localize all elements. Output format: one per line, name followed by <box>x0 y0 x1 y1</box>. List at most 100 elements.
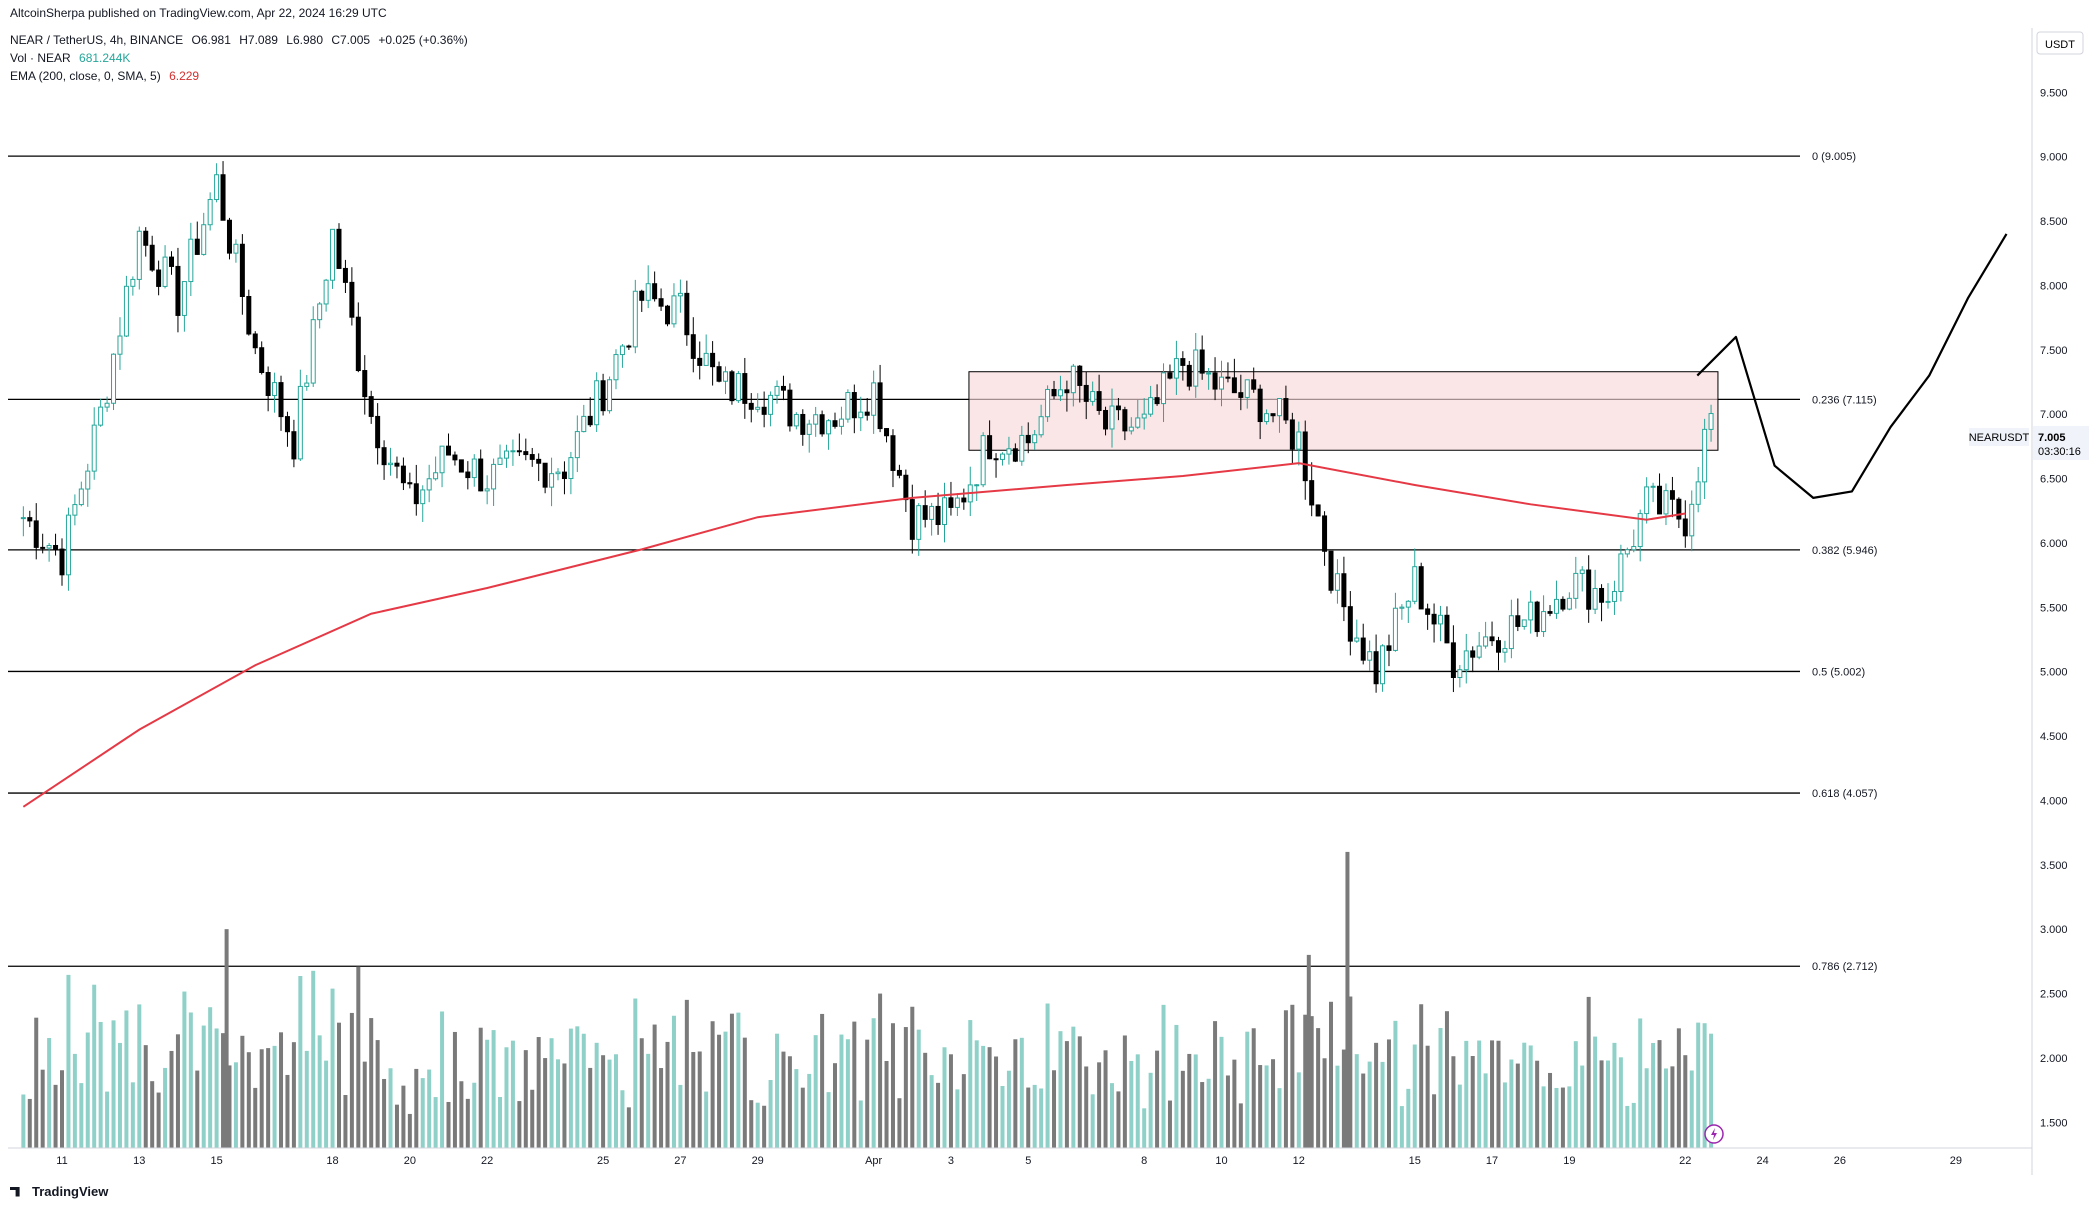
candle-down <box>1444 614 1450 644</box>
volume-bar <box>665 1041 670 1148</box>
candle-down <box>394 462 400 467</box>
candle-up <box>1463 650 1469 671</box>
candle-down <box>1154 397 1160 405</box>
volume-bar <box>272 1045 277 1148</box>
candle-up <box>91 424 97 472</box>
tradingview-logo-icon <box>10 1186 20 1197</box>
volume-bar <box>1444 1011 1449 1148</box>
volume-bar <box>362 1061 367 1148</box>
volume-bar <box>948 1054 953 1148</box>
candle-down <box>1025 434 1031 444</box>
volume-bar <box>1180 1070 1185 1148</box>
candle-up <box>735 373 741 402</box>
time-tick-label: 5 <box>1025 1155 1031 1167</box>
candle-down <box>1122 409 1128 432</box>
candle-down <box>909 499 915 540</box>
candle-up <box>1193 349 1199 387</box>
volume-bar <box>259 1049 264 1148</box>
ema-200-line <box>22 462 1686 808</box>
volume-bar <box>47 1037 52 1148</box>
candle-down <box>690 334 696 359</box>
volume-bar <box>833 1063 837 1148</box>
candle-up <box>426 478 432 491</box>
candle-down <box>278 382 284 418</box>
volume-bar <box>1618 1057 1623 1148</box>
candle-down <box>1257 388 1263 423</box>
ema-legend[interactable]: EMA (200, close, 0, SMA, 5) 6.229 <box>10 69 204 83</box>
volume-bar <box>865 1039 870 1148</box>
candle-down <box>1425 608 1431 615</box>
candle-down <box>1231 377 1237 394</box>
candle-up <box>954 497 960 508</box>
volume-bar <box>105 1091 110 1148</box>
volume-bar <box>504 1047 509 1148</box>
volume-bar <box>143 1045 148 1148</box>
volume-bar <box>427 1069 432 1148</box>
candle-up <box>1605 600 1611 603</box>
candle-up <box>645 283 651 301</box>
fib-level-label: 0.786 (2.712) <box>1812 961 1877 973</box>
volume-bar <box>1567 1086 1572 1148</box>
candle-down <box>1431 613 1437 625</box>
resistance-zone[interactable] <box>968 371 1719 451</box>
volume-legend[interactable]: Vol · NEAR 681.244K <box>10 51 135 65</box>
candle-up <box>111 353 117 404</box>
candle-down <box>1676 498 1682 520</box>
candle-up <box>1264 413 1270 423</box>
currency-box[interactable] <box>2036 31 2084 55</box>
volume-bar <box>1103 1050 1108 1148</box>
symbol-name[interactable]: NEAR / TetherUS, 4h, BINANCE <box>10 33 184 47</box>
candle-up <box>323 279 329 305</box>
candle-down <box>819 414 825 435</box>
candle-up <box>1650 485 1656 488</box>
candle-up <box>1573 572 1579 599</box>
volume-bar <box>620 1090 625 1148</box>
volume-bar <box>1309 1016 1314 1148</box>
candle-down <box>529 454 535 460</box>
volume-bar <box>1509 1059 1514 1148</box>
volume-bar <box>607 1059 612 1148</box>
volume-bar <box>1071 1026 1076 1148</box>
candle-up <box>272 382 278 396</box>
volume-bar <box>1316 1028 1321 1148</box>
candle-up <box>214 174 220 201</box>
volume-bar <box>1541 1086 1546 1148</box>
candle-up <box>1109 405 1115 430</box>
candle-down <box>1064 389 1070 394</box>
fib-level-label: 0 (9.005) <box>1812 151 1856 163</box>
price-tick-label: 9.000 <box>2040 152 2068 164</box>
candle-down <box>1495 640 1501 653</box>
candle-up <box>1334 573 1340 591</box>
candle-down <box>381 447 387 466</box>
volume-bar <box>465 1098 470 1148</box>
volume-bar <box>955 1089 960 1148</box>
volume-bar <box>807 1073 812 1148</box>
price-tick-label: 3.500 <box>2040 860 2068 872</box>
lightning-icon[interactable] <box>1704 1124 1724 1144</box>
candle-down <box>935 505 941 526</box>
candle-up <box>136 230 142 280</box>
candle-down <box>1167 372 1173 379</box>
volume-bar <box>923 1052 928 1148</box>
candle-down <box>400 465 406 484</box>
volume-bar <box>221 1033 226 1148</box>
fib-level-label: 0.5 (5.002) <box>1812 666 1865 678</box>
time-tick-label: 24 <box>1756 1155 1768 1167</box>
candle-up <box>1663 490 1669 515</box>
candle-up <box>484 488 490 492</box>
volume-bar <box>704 1091 709 1148</box>
volume-bar <box>1419 1004 1424 1148</box>
tradingview-logo[interactable]: TradingView <box>10 1184 108 1199</box>
volume-bar <box>1432 1094 1437 1148</box>
candle-up <box>1090 391 1096 402</box>
candle-down <box>452 454 458 461</box>
volume-bar <box>523 1050 528 1148</box>
candle-up <box>929 505 935 520</box>
candle-down <box>903 474 909 501</box>
volume-bar <box>1490 1040 1495 1148</box>
volume-bar <box>1225 1075 1230 1148</box>
candle-down <box>1669 490 1675 500</box>
volume-bar <box>459 1081 464 1148</box>
volume-bar <box>1606 1060 1610 1148</box>
